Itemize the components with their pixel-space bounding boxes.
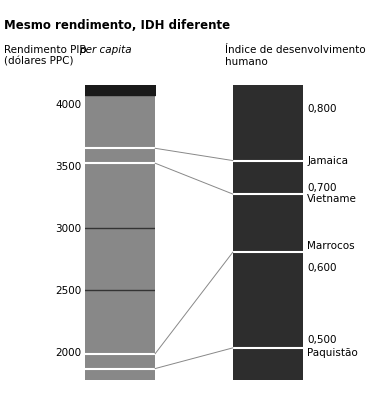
Text: Marrocos: Marrocos (307, 241, 355, 250)
Text: Jamaica: Jamaica (307, 156, 348, 166)
Text: Mesmo rendimento, IDH diferente: Mesmo rendimento, IDH diferente (4, 19, 230, 32)
Text: 0,500: 0,500 (307, 335, 337, 345)
Text: 0,600: 0,600 (307, 263, 337, 273)
Text: Vietname: Vietname (307, 194, 357, 204)
Text: 0,800: 0,800 (307, 104, 337, 114)
Text: humano: humano (225, 57, 268, 67)
Text: Paquistão: Paquistão (307, 348, 358, 358)
Text: (dólares PPC): (dólares PPC) (4, 57, 73, 67)
Text: 0,700: 0,700 (307, 183, 337, 194)
Text: Índice de desenvolvimento: Índice de desenvolvimento (225, 44, 365, 55)
Text: per capita: per capita (79, 44, 132, 55)
Text: Rendimento PIB: Rendimento PIB (4, 44, 90, 55)
